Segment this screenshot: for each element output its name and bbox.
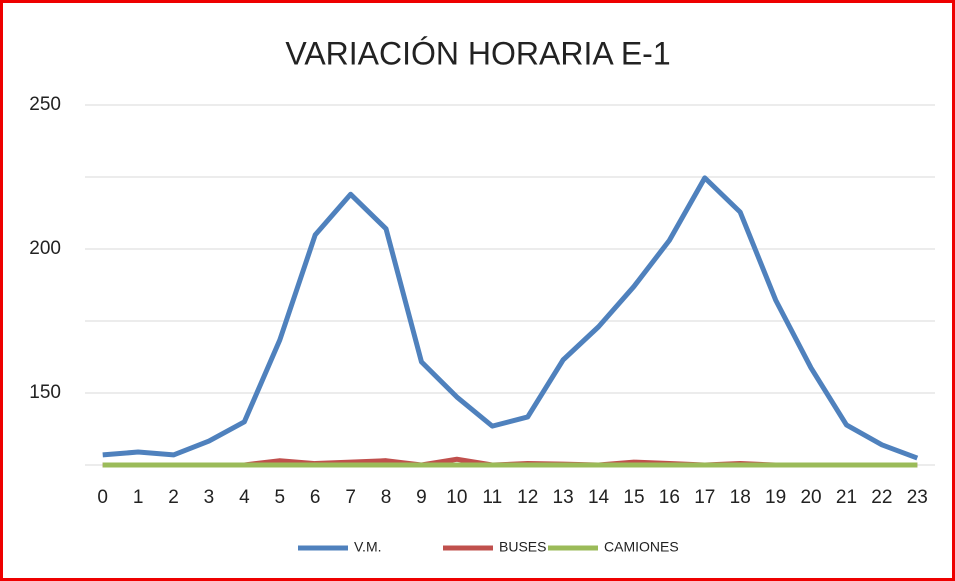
x-tick-label: 12 xyxy=(517,487,538,508)
x-tick-label: 16 xyxy=(659,487,680,508)
x-tick-label: 23 xyxy=(907,487,928,508)
x-tick-label: 18 xyxy=(730,487,751,508)
x-tick-label: 3 xyxy=(204,487,215,508)
x-tick-label: 19 xyxy=(765,487,786,508)
x-tick-label: 9 xyxy=(416,487,427,508)
x-tick-label: 0 xyxy=(97,487,108,508)
x-tick-label: 7 xyxy=(345,487,356,508)
series-line xyxy=(102,175,919,461)
legend-label: V.M. xyxy=(354,539,382,555)
x-tick-label: 8 xyxy=(381,487,392,508)
x-tick-label: 4 xyxy=(239,487,250,508)
x-tick-label: 20 xyxy=(800,487,821,508)
x-tick-label: 2 xyxy=(168,487,179,508)
legend-label: CAMIONES xyxy=(604,539,679,555)
x-tick-label: 17 xyxy=(694,487,715,508)
x-tick-label: 21 xyxy=(836,487,857,508)
x-tick-label: 10 xyxy=(446,487,467,508)
legend-label: BUSES xyxy=(499,539,546,555)
y-tick-label: 200 xyxy=(29,238,61,259)
x-tick-label: 5 xyxy=(275,487,286,508)
x-tick-label: 15 xyxy=(623,487,644,508)
x-tick-label: 13 xyxy=(553,487,574,508)
x-tick-label: 22 xyxy=(871,487,892,508)
x-tick-label: 6 xyxy=(310,487,321,508)
y-tick-label: 150 xyxy=(29,382,61,403)
x-tick-label: 14 xyxy=(588,487,610,508)
chart-title: VARIACIÓN HORARIA E-1 xyxy=(285,35,670,71)
y-tick-label: 250 xyxy=(29,94,61,115)
x-tick-label: 11 xyxy=(482,487,502,508)
x-tick-label: 1 xyxy=(133,487,144,508)
